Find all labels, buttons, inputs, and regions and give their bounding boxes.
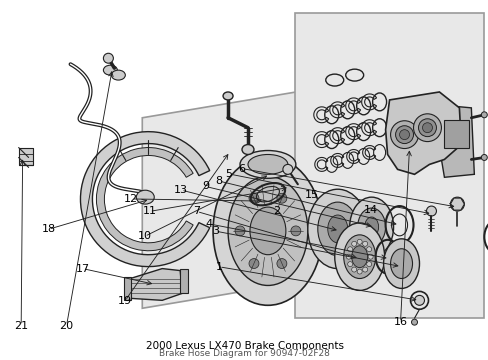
Circle shape (346, 254, 350, 259)
Circle shape (248, 193, 259, 203)
Text: 10: 10 (137, 231, 151, 242)
Circle shape (356, 239, 362, 244)
Text: 19: 19 (118, 296, 132, 306)
Text: 15: 15 (304, 190, 318, 201)
Text: 7: 7 (193, 206, 200, 216)
Circle shape (390, 121, 418, 149)
Bar (444, 120, 468, 148)
Text: 14: 14 (364, 204, 378, 215)
Circle shape (480, 154, 487, 161)
Text: 16: 16 (393, 317, 407, 327)
Ellipse shape (307, 189, 367, 269)
Circle shape (347, 262, 352, 267)
Ellipse shape (343, 235, 375, 279)
Circle shape (276, 193, 286, 203)
Text: 20: 20 (60, 321, 73, 331)
Polygon shape (385, 92, 461, 174)
Text: 21: 21 (14, 321, 28, 331)
Ellipse shape (247, 154, 287, 174)
Circle shape (362, 241, 367, 246)
Ellipse shape (240, 150, 295, 178)
Text: 8: 8 (215, 176, 222, 186)
Circle shape (290, 226, 300, 236)
Circle shape (411, 319, 417, 325)
Circle shape (351, 241, 356, 246)
Circle shape (426, 206, 436, 216)
Text: 18: 18 (41, 224, 56, 234)
Ellipse shape (351, 246, 367, 267)
Ellipse shape (327, 215, 347, 243)
Circle shape (413, 114, 441, 141)
Circle shape (351, 267, 356, 272)
Text: 13: 13 (174, 185, 188, 195)
Circle shape (367, 254, 372, 259)
Polygon shape (124, 276, 131, 300)
Circle shape (395, 126, 413, 144)
Circle shape (480, 112, 487, 118)
Ellipse shape (390, 249, 412, 279)
Circle shape (248, 258, 259, 269)
Circle shape (283, 165, 292, 174)
Text: 5: 5 (225, 169, 232, 179)
Ellipse shape (242, 145, 253, 154)
Ellipse shape (334, 223, 384, 291)
Text: 11: 11 (142, 206, 156, 216)
Text: 6: 6 (238, 163, 245, 174)
Ellipse shape (103, 53, 113, 63)
Circle shape (235, 226, 244, 236)
Text: 2000 Lexus LX470 Brake Components: 2000 Lexus LX470 Brake Components (145, 341, 343, 351)
Ellipse shape (223, 92, 233, 100)
Polygon shape (130, 269, 182, 300)
Polygon shape (449, 198, 464, 210)
Ellipse shape (111, 70, 125, 80)
Ellipse shape (364, 217, 378, 237)
Bar (19, 148, 33, 165)
Wedge shape (96, 148, 193, 251)
Text: Brake Hose Diagram for 90947-02F28: Brake Hose Diagram for 90947-02F28 (159, 350, 329, 359)
Ellipse shape (213, 157, 322, 305)
Circle shape (356, 269, 362, 274)
Circle shape (422, 123, 431, 132)
Ellipse shape (383, 239, 419, 288)
Circle shape (449, 197, 464, 211)
Text: 3: 3 (211, 226, 218, 236)
Circle shape (366, 262, 371, 267)
Ellipse shape (103, 65, 117, 75)
Circle shape (347, 247, 352, 252)
Text: 9: 9 (202, 181, 209, 192)
Text: 2: 2 (272, 206, 279, 216)
Text: 17: 17 (76, 264, 89, 274)
Text: 4: 4 (205, 219, 212, 229)
Circle shape (276, 258, 286, 269)
Ellipse shape (349, 197, 393, 257)
Ellipse shape (227, 176, 307, 285)
Circle shape (399, 130, 408, 140)
Ellipse shape (249, 207, 285, 255)
Ellipse shape (357, 208, 385, 246)
Circle shape (362, 267, 367, 272)
Wedge shape (81, 132, 209, 267)
Ellipse shape (317, 202, 357, 256)
Polygon shape (142, 88, 319, 308)
Polygon shape (439, 105, 473, 177)
Circle shape (366, 247, 371, 252)
Ellipse shape (136, 190, 154, 204)
Polygon shape (294, 13, 483, 318)
Polygon shape (180, 269, 188, 293)
Text: 1: 1 (215, 262, 222, 272)
Circle shape (414, 295, 424, 305)
Text: 12: 12 (124, 194, 138, 204)
Circle shape (418, 119, 436, 137)
